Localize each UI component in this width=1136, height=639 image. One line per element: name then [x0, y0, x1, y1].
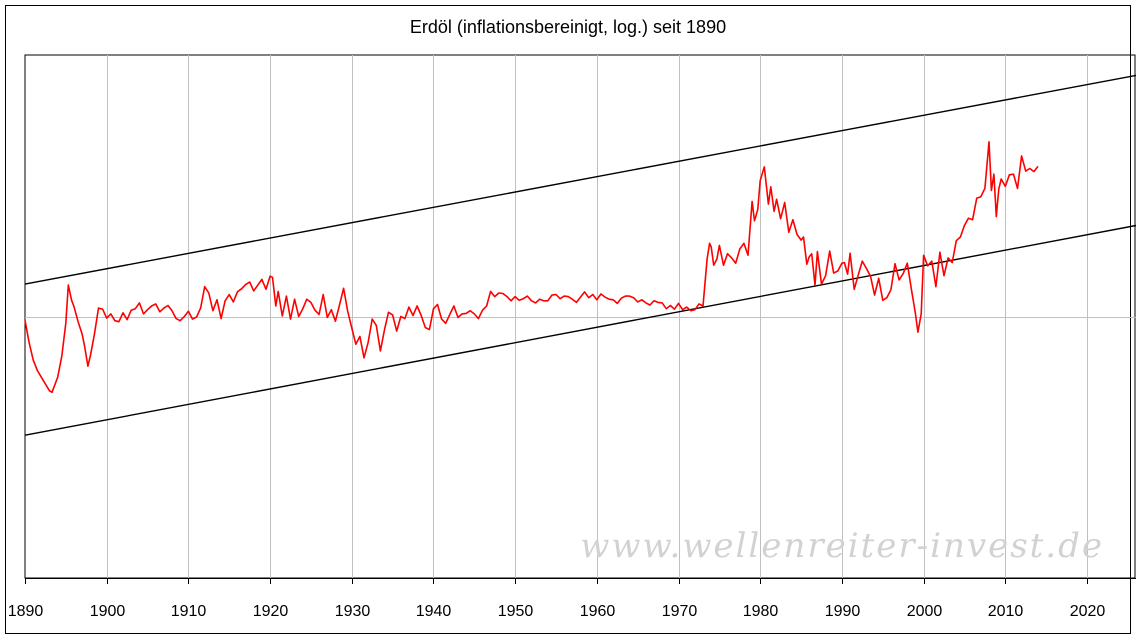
x-tick-label: 1910	[171, 603, 207, 620]
x-tick-label: 1920	[253, 603, 289, 620]
x-tick-label: 1970	[662, 603, 698, 620]
x-tick-label: 2000	[907, 603, 943, 620]
channel-line	[24, 74, 1136, 285]
x-tick-label: 2020	[1070, 603, 1106, 620]
channel-line	[24, 224, 1136, 436]
x-tick-label: 1960	[580, 603, 616, 620]
trend-channel	[24, 74, 1136, 436]
x-tick-label: 1980	[743, 603, 779, 620]
x-axis: 1890 1900 1910 1920 1930 1940 1950 1960 1970 1980…	[8, 578, 1136, 620]
x-tick-label: 1930	[335, 603, 371, 620]
x-tick-label: 1900	[90, 603, 126, 620]
price-series	[24, 141, 1039, 394]
watermark-text: www.wellenreiter-invest.de	[580, 526, 1104, 566]
x-tick-label: 2010	[988, 603, 1024, 620]
x-tick-label: 1940	[416, 603, 452, 620]
series-line	[24, 141, 1039, 394]
x-tick-label: 1950	[498, 603, 534, 620]
x-tick-label: 1890	[8, 603, 44, 620]
x-tick-label: 1990	[825, 603, 861, 620]
chart-title: Erdöl (inflationsbereinigt, log.) seit 1…	[409, 17, 727, 37]
grid-lines	[24, 54, 1136, 579]
